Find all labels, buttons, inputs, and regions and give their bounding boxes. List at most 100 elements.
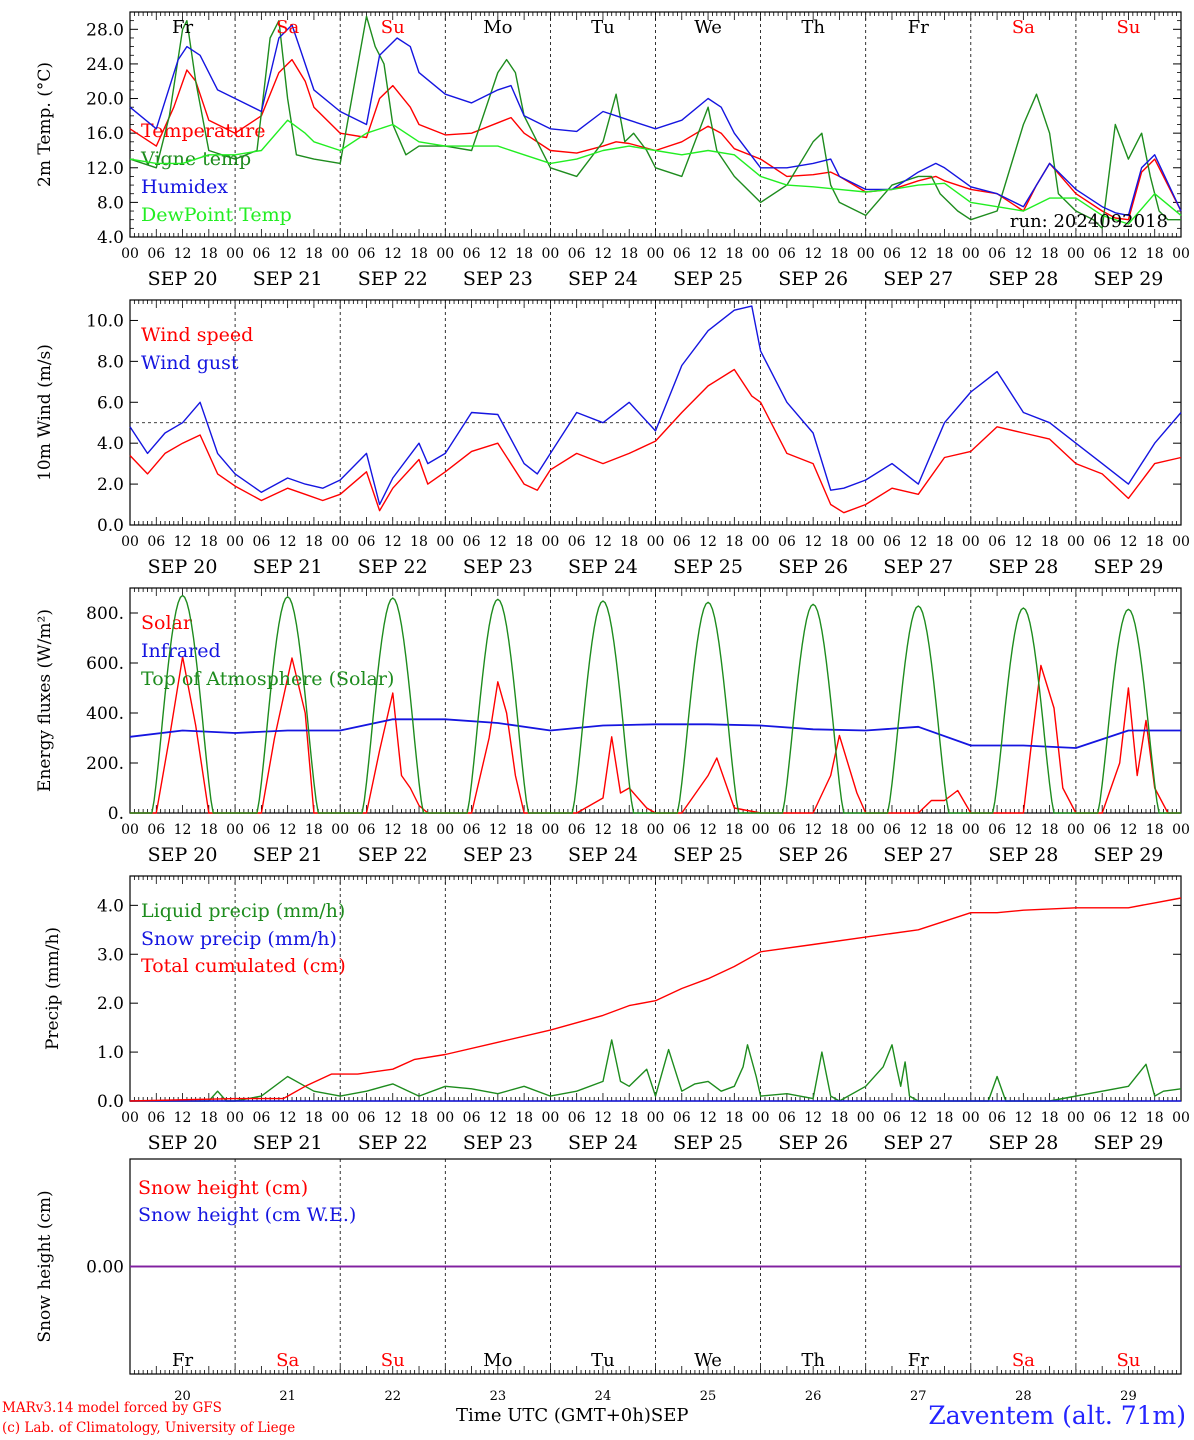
date-label: SEP 20 [148,1132,218,1154]
y-tick-label: 800. [86,604,124,624]
hour-label: 18 [305,246,323,262]
hour-label: 06 [673,246,691,262]
date-label: SEP 25 [673,844,743,866]
x-axis-label: Time UTC (GMT+0h)SEP [456,1405,688,1426]
hour-label: 00 [226,534,244,550]
hour-label: 18 [620,246,638,262]
day-abbr: Fr [172,17,193,38]
hour-label: 12 [909,822,927,838]
y-tick-label: 400. [86,704,124,724]
hour-label: 18 [410,822,428,838]
day-abbr: Tu [591,1350,615,1371]
hour-label: 18 [620,534,638,550]
hour-label: 00 [857,534,875,550]
day-abbr: Fr [908,17,929,38]
hour-label: 12 [1014,534,1032,550]
hour-label: 00 [752,1110,770,1126]
date-label: SEP 20 [148,556,218,578]
date-label: SEP 27 [883,1132,953,1154]
hour-label: 06 [147,534,165,550]
hour-label: 00 [1067,822,1085,838]
series-line [129,718,1181,749]
day-number: 25 [700,1389,717,1404]
hour-label: 06 [1093,822,1111,838]
hour-label: 18 [725,534,743,550]
date-label: SEP 26 [778,844,848,866]
legend-label: Humidex [141,176,228,198]
hour-label: 06 [673,534,691,550]
hour-label: 18 [1041,246,1059,262]
hour-label: 00 [1172,1110,1190,1126]
hour-label: 06 [358,246,376,262]
y-tick-label: 3.0 [97,945,124,965]
y-tick-label: 12.0 [86,159,124,179]
series-line [129,305,1182,506]
hour-label: 06 [463,246,481,262]
series-line [129,897,1182,1102]
legend-label: Snow precip (mm/h) [141,928,337,950]
hour-label: 12 [1014,822,1032,838]
legend-label: DewPoint Temp [141,204,292,226]
hour-label: 18 [1041,1110,1059,1126]
day-number: 20 [174,1389,191,1404]
hour-label: 12 [384,246,402,262]
hour-label: 00 [436,822,454,838]
hour-label: 18 [410,1110,428,1126]
hour-label: 00 [962,822,980,838]
hour-label: 12 [489,1110,507,1126]
date-label: SEP 28 [988,844,1058,866]
panel-snow: 0.00 Snow height (cm) Snow height (cm) Snow… [35,1158,1182,1404]
hour-label: 00 [752,822,770,838]
hour-label: 06 [252,246,270,262]
hour-label: 12 [489,822,507,838]
hour-label: 12 [594,1110,612,1126]
hour-label: 18 [831,246,849,262]
day-abbr: Su [1116,17,1140,38]
y-axis-label: 2m Temp. (°C) [35,62,55,187]
day-abbr: Sa [1012,1350,1035,1371]
hour-label: 06 [568,246,586,262]
date-label: SEP 27 [883,268,953,290]
y-tick-label: 10.0 [86,311,124,331]
hour-label: 06 [147,1110,165,1126]
hour-label: 12 [804,1110,822,1126]
date-label: SEP 26 [778,556,848,578]
hour-label: 12 [174,822,192,838]
date-label: SEP 29 [1094,268,1164,290]
hour-label: 06 [568,1110,586,1126]
hour-label: 12 [174,534,192,550]
station-name: Zaventem (alt. 71m) [928,1401,1186,1430]
hour-label: 00 [436,246,454,262]
y-tick-label: 0. [108,804,124,824]
day-number: 24 [595,1389,612,1404]
hour-label: 06 [883,534,901,550]
hour-label: 18 [936,534,954,550]
day-abbr: Sa [276,17,299,38]
panel-wind: 0.0 2.0 4.0 6.0 8.0 10.0 10m Wind (m/s) Wind sp… [35,299,1190,578]
hour-label: 00 [541,822,559,838]
hour-label: 18 [725,1110,743,1126]
hour-label: 00 [752,246,770,262]
y-tick-label: 2.0 [97,994,124,1014]
legend-label: Infrared [141,640,221,662]
hour-label: 18 [936,1110,954,1126]
date-label: SEP 22 [358,556,428,578]
hour-label: 00 [331,1110,349,1126]
y-tick-label: 4.0 [97,896,124,916]
hour-label: 06 [778,1110,796,1126]
date-label: SEP 21 [253,556,323,578]
y-tick-label: 0.00 [86,1258,124,1278]
day-abbr: We [694,17,722,38]
legend-label: Liquid precip (mm/h) [141,900,345,922]
day-number: 28 [1015,1389,1032,1404]
day-abbr: Fr [908,1350,929,1371]
legend-label: Temperature [141,120,265,142]
hour-label: 06 [778,534,796,550]
hour-label: 06 [463,822,481,838]
hour-label: 12 [699,246,717,262]
hour-label: 18 [305,822,323,838]
day-abbr: Th [801,1350,825,1371]
date-label: SEP 21 [253,268,323,290]
x-axis-label-text: Time UTC (GMT+0h) [456,1405,651,1426]
hour-label: 18 [515,534,533,550]
